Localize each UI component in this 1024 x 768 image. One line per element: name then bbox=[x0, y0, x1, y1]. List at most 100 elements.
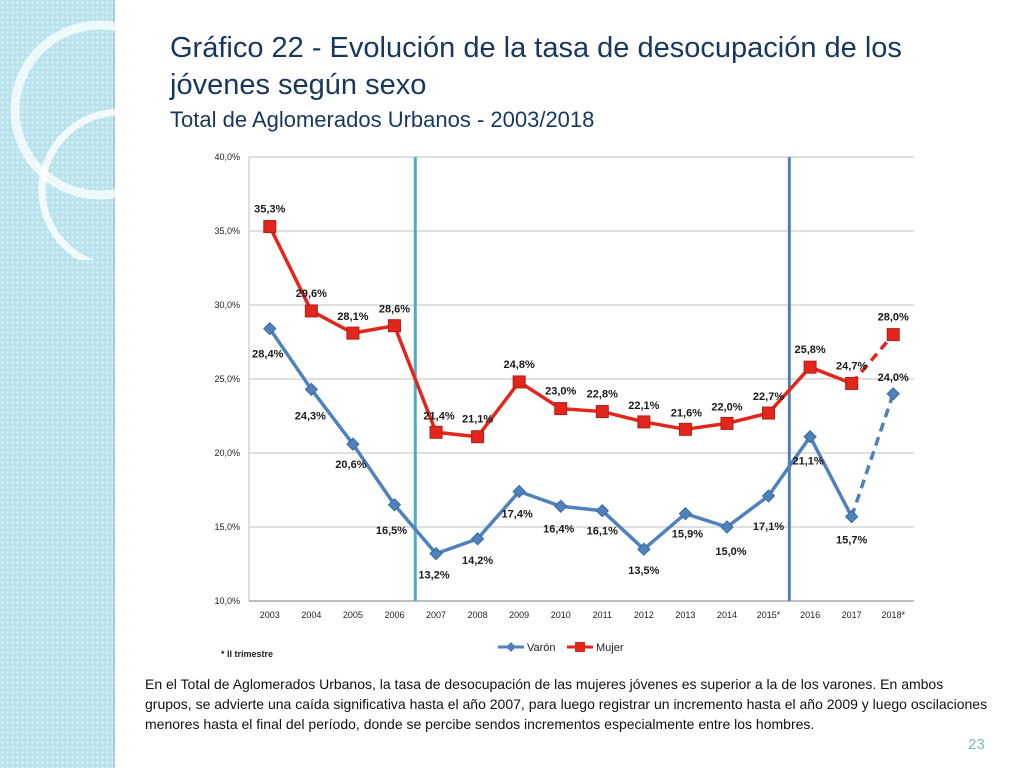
x-tick-label: 2005 bbox=[343, 610, 363, 620]
data-label-Mujer: 22,1% bbox=[628, 400, 659, 412]
legend-marker-Varón bbox=[506, 642, 516, 652]
data-label-Varón: 16,1% bbox=[587, 526, 618, 538]
data-label-Varón: 17,4% bbox=[502, 508, 533, 520]
body-text: En el Total de Aglomerados Urbanos, la t… bbox=[145, 676, 988, 732]
data-point-Varón bbox=[678, 506, 693, 521]
data-label-Mujer: 22,7% bbox=[753, 391, 784, 403]
data-point-Mujer bbox=[429, 425, 443, 439]
data-point-Mujer bbox=[678, 422, 692, 436]
x-tick-label: 2012 bbox=[634, 610, 654, 620]
x-tick-label: 2009 bbox=[509, 610, 529, 620]
data-label-Mujer: 35,3% bbox=[254, 204, 285, 216]
data-point-Mujer bbox=[595, 405, 609, 419]
data-point-Varón bbox=[720, 520, 734, 534]
data-label-Mujer: 28,1% bbox=[337, 311, 368, 323]
legend-label-Mujer: Mujer bbox=[596, 642, 624, 654]
x-tick-label: 2013 bbox=[675, 610, 695, 620]
x-tick-label: 2004 bbox=[301, 610, 321, 620]
data-label-Varón: 13,5% bbox=[628, 565, 659, 577]
data-label-Mujer: 22,8% bbox=[587, 389, 618, 401]
left-band-edge bbox=[113, 0, 115, 768]
data-label-Varón: 24,3% bbox=[295, 410, 326, 422]
data-point-Varón bbox=[886, 387, 900, 401]
page-number: 23 bbox=[968, 736, 985, 753]
series-line-Varón bbox=[268, 327, 854, 556]
footnote: * II trimestre bbox=[221, 649, 274, 659]
data-point-Varón bbox=[637, 542, 651, 556]
data-point-Mujer bbox=[886, 328, 900, 342]
data-point-Mujer bbox=[471, 430, 485, 444]
y-tick-label: 30,0% bbox=[214, 300, 240, 310]
data-point-Mujer bbox=[637, 415, 651, 429]
data-labels: 28,4% 24,3% 20,6% 16,5% 13,2% 14,2% 17,4% 16,4%… bbox=[252, 204, 909, 582]
data-label-Mujer: 21,1% bbox=[462, 414, 493, 426]
data-label-Mujer: 25,8% bbox=[794, 344, 825, 356]
data-point-Varón bbox=[429, 546, 443, 561]
data-point-Mujer bbox=[720, 416, 734, 430]
y-tick-label: 15,0% bbox=[214, 522, 240, 532]
data-label-Mujer: 28,6% bbox=[379, 304, 410, 316]
data-point-Mujer bbox=[762, 406, 776, 420]
chart-legend: Varón Mujer bbox=[498, 642, 624, 654]
series-dashed-Mujer bbox=[850, 333, 895, 385]
x-tick-label: 2003 bbox=[260, 610, 280, 620]
data-point-Mujer bbox=[803, 360, 817, 374]
x-tick-label: 2010 bbox=[551, 610, 571, 620]
data-point-Mujer bbox=[346, 326, 360, 340]
slide-title: Gráfico 22 - Evolución de la tasa de des… bbox=[170, 30, 990, 134]
data-point-Varón bbox=[346, 437, 360, 451]
data-label-Varón: 21,1% bbox=[792, 456, 823, 468]
x-tick-label: 2011 bbox=[593, 610, 612, 620]
x-tick-label: 2018* bbox=[881, 610, 905, 620]
deco-ring-inner bbox=[38, 108, 200, 260]
data-label-Mujer: 29,6% bbox=[296, 288, 327, 300]
data-label-Mujer: 24,7% bbox=[836, 360, 867, 372]
legend-marker-Mujer bbox=[575, 642, 585, 652]
y-tick-label: 40,0% bbox=[214, 152, 240, 162]
data-label-Varón: 28,4% bbox=[252, 349, 283, 361]
data-label-Varón: 15,7% bbox=[836, 535, 867, 547]
data-label-Mujer: 22,0% bbox=[711, 401, 742, 413]
data-point-Mujer bbox=[263, 220, 277, 234]
x-tick-label: 2015* bbox=[757, 610, 781, 620]
data-label-Mujer: 28,0% bbox=[878, 312, 909, 324]
x-tick-label: 2016 bbox=[800, 610, 820, 620]
data-point-Varón bbox=[803, 430, 817, 444]
data-point-Varón bbox=[512, 484, 526, 499]
data-point-Varón bbox=[761, 489, 776, 503]
grid-layer bbox=[248, 156, 914, 602]
data-point-Mujer bbox=[554, 402, 568, 416]
data-point-Varón bbox=[844, 509, 859, 524]
axis-labels: 10,0% 15,0% 20,0% 25,0% 30,0% 35,0% 40,0% 2003 2… bbox=[214, 152, 905, 620]
data-label-Varón: 15,9% bbox=[672, 529, 703, 541]
data-label-Varón: 17,1% bbox=[753, 521, 784, 533]
x-tick-label: 2008 bbox=[468, 610, 488, 620]
series-dashed-Varón bbox=[849, 393, 895, 518]
data-label-Varón: 16,4% bbox=[543, 523, 574, 535]
series-layer bbox=[263, 220, 900, 561]
y-tick-label: 10,0% bbox=[214, 596, 240, 606]
data-point-Varón bbox=[554, 499, 568, 513]
data-label-Varón: 15,0% bbox=[715, 546, 746, 558]
data-label-Varón: 24,0% bbox=[878, 372, 909, 384]
data-label-Varón: 14,2% bbox=[462, 555, 493, 567]
data-point-Mujer bbox=[387, 319, 401, 333]
data-label-Varón: 20,6% bbox=[335, 459, 366, 471]
y-tick-label: 20,0% bbox=[214, 448, 240, 458]
y-tick-label: 25,0% bbox=[214, 374, 240, 384]
data-point-Varón bbox=[387, 498, 402, 512]
data-point-Varón bbox=[304, 382, 319, 397]
x-tick-label: 2006 bbox=[384, 610, 404, 620]
chart-title: Gráfico 22 - Evolución de la tasa de des… bbox=[170, 32, 902, 101]
data-point-Varón bbox=[263, 321, 277, 336]
chart-subtitle: Total de Aglomerados Urbanos - 2003/2018 bbox=[170, 107, 595, 132]
deco-ring-outer bbox=[10, 20, 190, 200]
legend-label-Varón: Varón bbox=[527, 642, 556, 654]
y-tick-label: 35,0% bbox=[214, 226, 240, 236]
x-tick-label: 2017 bbox=[842, 610, 862, 620]
x-tick-label: 2014 bbox=[717, 610, 737, 620]
data-label-Varón: 13,2% bbox=[418, 570, 449, 582]
data-label-Mujer: 21,6% bbox=[671, 407, 702, 419]
data-label-Varón: 16,5% bbox=[376, 525, 407, 537]
